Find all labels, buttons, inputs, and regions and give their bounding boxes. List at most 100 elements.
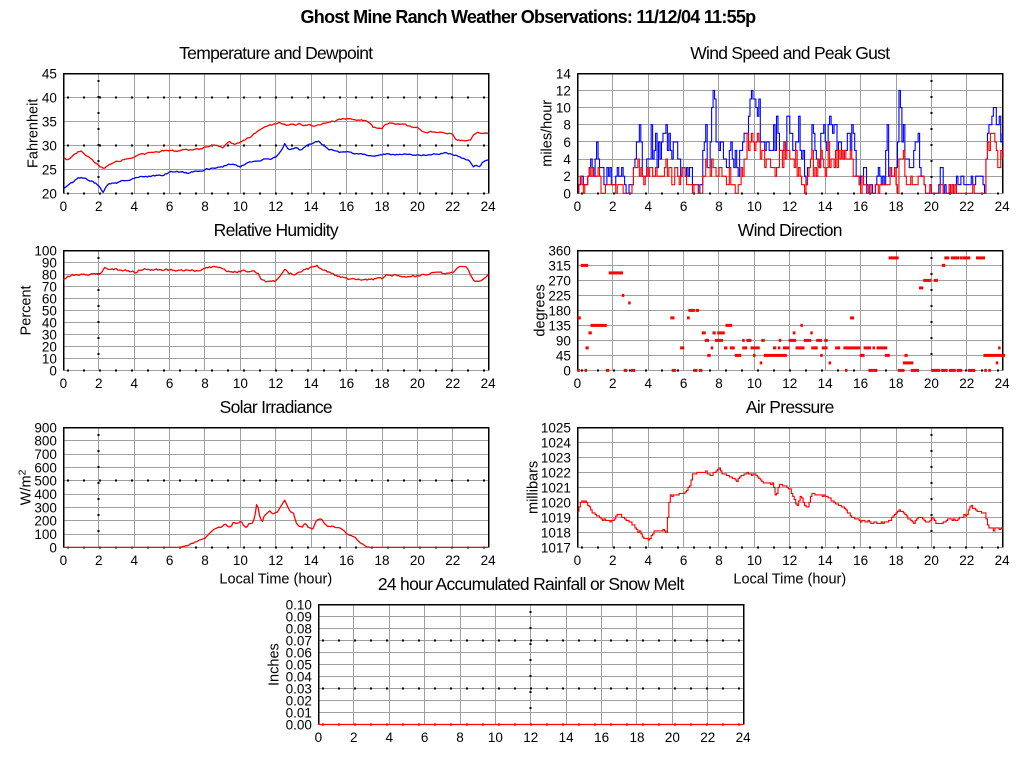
svg-text:0.02: 0.02 <box>286 694 312 709</box>
svg-text:2: 2 <box>609 553 617 568</box>
svg-text:0: 0 <box>49 540 57 555</box>
svg-text:40: 40 <box>42 315 57 330</box>
svg-text:2: 2 <box>609 376 617 391</box>
svg-text:8: 8 <box>201 376 209 391</box>
svg-text:4: 4 <box>644 553 652 568</box>
svg-text:225: 225 <box>548 288 571 303</box>
svg-text:16: 16 <box>853 199 868 214</box>
svg-text:1017: 1017 <box>541 540 571 555</box>
svg-text:20: 20 <box>924 376 939 391</box>
svg-text:1025: 1025 <box>541 420 571 435</box>
svg-text:10: 10 <box>747 553 762 568</box>
svg-text:6: 6 <box>421 730 429 745</box>
svg-text:20: 20 <box>42 186 57 201</box>
svg-text:12: 12 <box>268 376 283 391</box>
svg-text:8: 8 <box>456 730 464 745</box>
svg-text:6: 6 <box>166 199 174 214</box>
svg-text:22: 22 <box>959 199 974 214</box>
svg-text:315: 315 <box>548 258 571 273</box>
svg-text:Inches: Inches <box>266 643 282 686</box>
svg-text:800: 800 <box>34 434 57 449</box>
svg-text:18: 18 <box>374 376 389 391</box>
svg-text:0: 0 <box>60 376 68 391</box>
svg-text:20: 20 <box>924 199 939 214</box>
svg-text:0: 0 <box>574 553 582 568</box>
svg-text:0.08: 0.08 <box>286 622 312 637</box>
svg-text:Ghost Mine Ranch Weather Obser: Ghost Mine Ranch Weather Observations: 1… <box>301 7 757 27</box>
svg-text:8: 8 <box>201 553 209 568</box>
svg-text:degrees: degrees <box>532 284 548 336</box>
svg-text:0.05: 0.05 <box>286 658 312 673</box>
svg-text:8: 8 <box>715 376 723 391</box>
svg-text:10: 10 <box>747 376 762 391</box>
svg-text:14: 14 <box>818 199 834 214</box>
svg-text:14: 14 <box>818 376 834 391</box>
svg-text:Local Time (hour): Local Time (hour) <box>219 572 332 588</box>
svg-text:4: 4 <box>130 553 138 568</box>
svg-text:18: 18 <box>629 730 644 745</box>
svg-text:16: 16 <box>594 730 609 745</box>
svg-text:1021: 1021 <box>541 480 571 495</box>
svg-text:0: 0 <box>574 199 582 214</box>
svg-text:8: 8 <box>201 199 209 214</box>
svg-text:35: 35 <box>42 114 57 129</box>
svg-text:18: 18 <box>888 553 903 568</box>
svg-text:10: 10 <box>233 553 248 568</box>
svg-text:22: 22 <box>959 553 974 568</box>
svg-text:900: 900 <box>34 420 57 435</box>
svg-text:10: 10 <box>488 730 503 745</box>
svg-text:Fahrenheit: Fahrenheit <box>25 99 41 168</box>
svg-text:300: 300 <box>34 500 57 515</box>
svg-text:Temperature and Dewpoint: Temperature and Dewpoint <box>179 43 373 63</box>
svg-text:0: 0 <box>315 730 323 745</box>
svg-text:0.06: 0.06 <box>286 646 312 661</box>
svg-text:0.04: 0.04 <box>286 670 313 685</box>
svg-text:180: 180 <box>548 303 571 318</box>
svg-text:22: 22 <box>959 376 974 391</box>
svg-text:4: 4 <box>644 199 652 214</box>
svg-text:6: 6 <box>680 376 688 391</box>
svg-text:40: 40 <box>42 90 57 105</box>
svg-text:12: 12 <box>268 199 283 214</box>
svg-text:18: 18 <box>374 199 389 214</box>
svg-text:Percent: Percent <box>18 285 34 335</box>
svg-text:miles/hour: miles/hour <box>539 100 555 167</box>
svg-text:4: 4 <box>130 376 138 391</box>
svg-text:1024: 1024 <box>541 435 572 450</box>
svg-text:20: 20 <box>42 339 57 354</box>
svg-text:2: 2 <box>350 730 358 745</box>
svg-text:1020: 1020 <box>541 495 571 510</box>
svg-text:10: 10 <box>233 199 248 214</box>
svg-text:0.10: 0.10 <box>286 598 312 613</box>
svg-text:2: 2 <box>563 169 571 184</box>
svg-text:14: 14 <box>304 376 320 391</box>
svg-text:22: 22 <box>445 376 460 391</box>
svg-text:Wind Direction: Wind Direction <box>738 220 842 240</box>
svg-text:14: 14 <box>818 553 834 568</box>
svg-text:270: 270 <box>548 273 571 288</box>
svg-text:2: 2 <box>95 376 103 391</box>
svg-text:24: 24 <box>481 553 497 568</box>
svg-text:6: 6 <box>563 135 571 150</box>
svg-text:30: 30 <box>42 138 57 153</box>
svg-text:8: 8 <box>715 553 723 568</box>
svg-text:8: 8 <box>563 118 571 133</box>
svg-text:Local Time (hour): Local Time (hour) <box>733 572 846 588</box>
svg-text:14: 14 <box>304 553 320 568</box>
svg-text:90: 90 <box>42 255 57 270</box>
svg-text:0.00: 0.00 <box>286 718 312 733</box>
svg-text:14: 14 <box>559 730 575 745</box>
svg-text:8: 8 <box>715 199 723 214</box>
svg-text:2: 2 <box>95 199 103 214</box>
svg-text:80: 80 <box>42 267 57 282</box>
svg-text:30: 30 <box>42 327 57 342</box>
svg-text:Relative Humidity: Relative Humidity <box>214 220 339 240</box>
svg-text:12: 12 <box>523 730 538 745</box>
svg-text:24: 24 <box>736 730 752 745</box>
svg-text:360: 360 <box>548 243 571 258</box>
svg-text:20: 20 <box>410 199 425 214</box>
svg-text:25: 25 <box>42 162 57 177</box>
svg-text:14: 14 <box>556 66 572 81</box>
svg-text:20: 20 <box>665 730 680 745</box>
svg-text:22: 22 <box>445 199 460 214</box>
